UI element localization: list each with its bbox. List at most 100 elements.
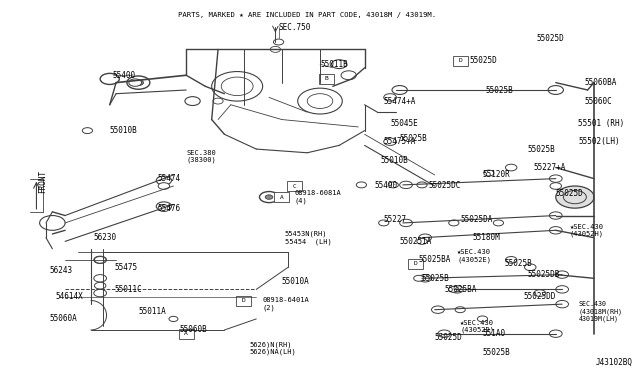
Text: 55011A: 55011A	[138, 307, 166, 316]
Text: 55010B: 55010B	[381, 155, 408, 165]
FancyBboxPatch shape	[408, 259, 423, 269]
Text: 55400: 55400	[113, 71, 136, 80]
Text: 55025B: 55025B	[483, 348, 510, 357]
Circle shape	[83, 128, 93, 134]
Circle shape	[556, 271, 568, 278]
Text: 55501 (RH): 55501 (RH)	[578, 119, 625, 128]
Text: 55474+A: 55474+A	[384, 97, 416, 106]
Text: FRONT: FRONT	[38, 170, 47, 193]
Text: 55025B: 55025B	[527, 145, 555, 154]
Circle shape	[185, 97, 200, 106]
Circle shape	[95, 282, 106, 289]
Text: SEC.380
(38300): SEC.380 (38300)	[186, 150, 216, 163]
Circle shape	[549, 175, 562, 182]
Circle shape	[379, 220, 389, 226]
Text: 55227: 55227	[384, 215, 407, 224]
Circle shape	[384, 138, 396, 145]
Circle shape	[265, 195, 273, 199]
Text: SEC.750: SEC.750	[278, 23, 311, 32]
Circle shape	[127, 76, 150, 89]
Text: 55045E: 55045E	[390, 119, 418, 128]
Circle shape	[356, 182, 367, 188]
Circle shape	[525, 264, 536, 270]
Text: A: A	[184, 331, 188, 336]
Text: 55025B: 55025B	[422, 274, 450, 283]
Text: 55490: 55490	[374, 182, 397, 190]
Text: 55025D: 55025D	[435, 333, 463, 342]
Text: 55474: 55474	[157, 174, 180, 183]
Text: 55025B: 55025B	[486, 86, 513, 94]
Circle shape	[399, 181, 412, 189]
Circle shape	[94, 289, 106, 297]
Text: 55453N(RH)
55454  (LH): 55453N(RH) 55454 (LH)	[285, 231, 332, 245]
FancyBboxPatch shape	[287, 181, 302, 191]
Text: C: C	[292, 183, 296, 189]
FancyBboxPatch shape	[274, 192, 289, 202]
Text: 55060B: 55060B	[180, 326, 207, 334]
Circle shape	[493, 220, 504, 226]
Text: 5626)N(RH)
5626)NA(LH): 5626)N(RH) 5626)NA(LH)	[250, 341, 297, 356]
Text: ★SEC.430
(43052H): ★SEC.430 (43052H)	[570, 224, 604, 237]
Text: 55060A: 55060A	[49, 314, 77, 323]
Circle shape	[399, 219, 412, 227]
Circle shape	[534, 290, 545, 296]
Text: 56243: 56243	[49, 266, 72, 275]
Circle shape	[484, 170, 494, 176]
Text: 55025DC: 55025DC	[428, 182, 461, 190]
Circle shape	[94, 275, 106, 282]
Circle shape	[477, 316, 488, 322]
Text: 08918-6081A
(4): 08918-6081A (4)	[294, 190, 341, 204]
Text: 55060BA: 55060BA	[584, 78, 617, 87]
Circle shape	[156, 176, 172, 185]
Circle shape	[388, 182, 398, 188]
Text: SEC.430
(43018M(RH)
43019M(LH): SEC.430 (43018M(RH) 43019M(LH)	[579, 301, 623, 322]
Circle shape	[419, 234, 431, 241]
Circle shape	[40, 215, 65, 230]
Text: 55502(LH): 55502(LH)	[578, 137, 620, 146]
Text: ★SEC.430
(43052E): ★SEC.430 (43052E)	[457, 249, 491, 263]
Circle shape	[556, 286, 568, 293]
Circle shape	[548, 86, 563, 94]
Circle shape	[451, 286, 463, 293]
Text: 55475+A: 55475+A	[384, 137, 416, 146]
Text: B: B	[324, 76, 328, 81]
Text: 55227+A: 55227+A	[534, 163, 566, 172]
Text: 55025D: 55025D	[556, 189, 584, 198]
Circle shape	[431, 306, 444, 313]
Text: A: A	[280, 195, 284, 199]
Text: 55025D: 55025D	[470, 56, 497, 65]
Text: 55010A: 55010A	[282, 278, 310, 286]
Circle shape	[449, 220, 459, 226]
Text: 550251A: 550251A	[399, 237, 432, 246]
Circle shape	[94, 256, 106, 263]
Circle shape	[417, 182, 427, 188]
Text: PARTS, MARKED ★ ARE INCLUDED IN PART CODE, 43018M / 43019M.: PARTS, MARKED ★ ARE INCLUDED IN PART COD…	[178, 13, 436, 19]
Circle shape	[169, 316, 178, 321]
Circle shape	[133, 80, 143, 86]
Text: 55025B: 55025B	[505, 259, 532, 268]
Text: 55060C: 55060C	[584, 97, 612, 106]
Circle shape	[332, 60, 347, 68]
FancyBboxPatch shape	[179, 329, 194, 339]
Text: 551A0: 551A0	[483, 329, 506, 338]
Circle shape	[270, 46, 280, 52]
Text: 55011B: 55011B	[320, 60, 348, 69]
Text: 54614X: 54614X	[56, 292, 83, 301]
Circle shape	[417, 238, 427, 244]
FancyBboxPatch shape	[452, 56, 468, 65]
Text: 55025BA: 55025BA	[419, 255, 451, 264]
Text: D: D	[242, 298, 245, 303]
Circle shape	[506, 257, 517, 263]
Text: 55025DB: 55025DB	[527, 270, 559, 279]
Text: 56230: 56230	[94, 233, 117, 242]
Circle shape	[213, 98, 223, 104]
Circle shape	[158, 183, 170, 189]
Text: ★SEC.430
(43052D): ★SEC.430 (43052D)	[460, 320, 494, 333]
Text: D: D	[413, 261, 417, 266]
FancyBboxPatch shape	[319, 74, 334, 84]
Circle shape	[549, 227, 562, 234]
Text: 55011C: 55011C	[115, 285, 143, 294]
Text: 55025D: 55025D	[537, 34, 564, 43]
Circle shape	[384, 94, 396, 101]
Circle shape	[556, 186, 594, 208]
